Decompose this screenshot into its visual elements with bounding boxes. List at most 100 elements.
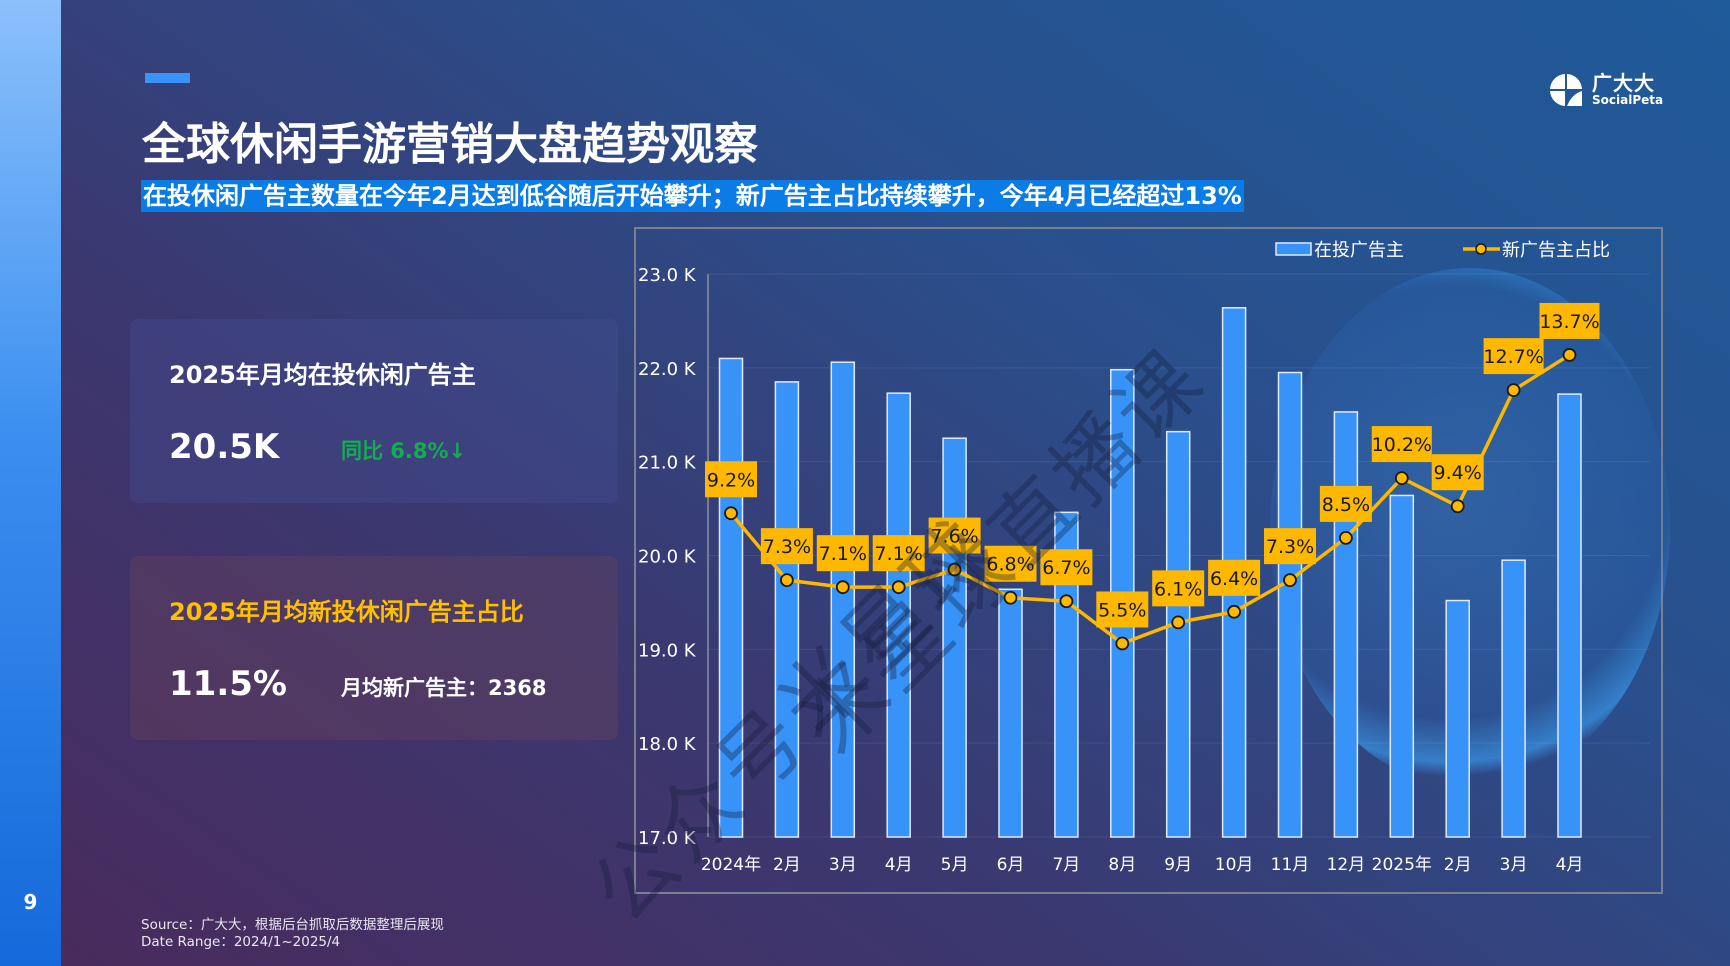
data-label-box (760, 528, 813, 565)
data-label: 7.3% (763, 536, 811, 558)
bar (886, 392, 911, 838)
card-value: 20.5K (169, 427, 280, 467)
bar (1557, 393, 1582, 838)
y-tick-label: 20.0 K (638, 547, 697, 568)
data-label: 10.2% (1372, 434, 1432, 456)
bar (830, 361, 856, 838)
x-tick-label: 2月 (1444, 855, 1472, 875)
share-marker (1562, 348, 1577, 362)
x-tick-label: 4月 (1556, 855, 1584, 875)
stat-card-new-advertiser-share: 2025年月均新投休闲广告主占比 11.5% 月均新广告主：2368 (130, 556, 618, 740)
x-tick-label: 6月 (997, 855, 1025, 875)
card-title: 2025年月均在投休闲广告主 (169, 361, 476, 389)
share-marker (1394, 471, 1409, 485)
x-tick-label: 7月 (1052, 855, 1080, 875)
share-line (729, 353, 1571, 646)
logo-cn-text: 广大大 (1592, 71, 1655, 96)
data-label: 7.3% (1266, 536, 1314, 558)
data-label-box (928, 517, 981, 554)
share-marker (1059, 594, 1074, 609)
page-number: 9 (23, 890, 38, 914)
title-accent-bar (145, 73, 190, 83)
share-marker (1506, 383, 1521, 398)
data-label-box (1431, 454, 1484, 491)
card-title: 2025年月均新投休闲广告主占比 (169, 598, 524, 626)
card-value: 11.5% (169, 664, 287, 704)
source-note: Source：广大大，根据后台抓取后数据整理后展现 (141, 917, 444, 933)
x-tick-label: 12月 (1327, 855, 1366, 875)
data-label-box (1264, 528, 1316, 565)
data-label-box (1539, 302, 1600, 339)
data-label: 5.5% (1098, 599, 1146, 621)
y-tick-label: 19.0 K (638, 640, 697, 661)
bar (1445, 599, 1470, 838)
share-marker (724, 506, 738, 521)
data-label: 12.7% (1483, 346, 1543, 368)
data-label: 7.6% (930, 526, 978, 548)
data-label-box (1371, 426, 1432, 463)
x-tick-label: 4月 (885, 855, 913, 875)
share-marker (1171, 615, 1186, 630)
data-label: 9.2% (707, 469, 755, 491)
data-label: 6.1% (1154, 578, 1202, 600)
data-label: 8.5% (1322, 494, 1370, 516)
x-tick-label: 5月 (941, 855, 969, 875)
share-marker (1283, 573, 1297, 588)
x-tick-label: 2月 (773, 855, 801, 875)
data-label: 6.7% (1042, 557, 1090, 579)
data-label: 7.1% (819, 543, 867, 565)
bar (718, 357, 744, 838)
x-tick-label: 2024年 (701, 855, 761, 875)
x-tick-label: 10月 (1215, 855, 1254, 875)
data-label: 9.4% (1434, 462, 1482, 484)
logo-icon (1550, 74, 1582, 106)
data-label-box (1319, 485, 1372, 522)
data-label-box (816, 535, 869, 572)
y-tick-label: 22.0 K (638, 359, 697, 380)
y-tick-label: 18.0 K (638, 734, 697, 755)
legend-marker-swatch (1475, 243, 1487, 255)
logo-en-text: SocialPeta (1592, 93, 1664, 108)
share-marker (1003, 590, 1018, 605)
data-label: 6.8% (986, 554, 1034, 576)
monthly-new-advertisers: 月均新广告主：2368 (341, 676, 547, 700)
data-label: 7.1% (875, 543, 923, 565)
data-label: 6.4% (1210, 568, 1258, 590)
side-strip (0, 0, 61, 966)
data-label-box (984, 545, 1037, 582)
bar (1054, 511, 1079, 838)
share-marker (891, 580, 906, 595)
share-marker (1115, 636, 1130, 651)
date-range-note: Date Range：2024/1~2025/4 (141, 934, 341, 950)
legend-label-bars: 在投广告主 (1314, 240, 1404, 261)
bar (1333, 411, 1359, 838)
bar (1277, 371, 1303, 838)
data-label-box (1152, 570, 1205, 607)
data-label: 13.7% (1539, 311, 1599, 333)
x-tick-label: 2025年 (1372, 855, 1432, 875)
y-tick-label: 17.0 K (638, 828, 697, 849)
page-title: 全球休闲手游营销大盘趋势观察 (142, 119, 758, 170)
share-marker (1339, 531, 1353, 545)
bar (1165, 430, 1191, 838)
page-subtitle: 在投休闲广告主数量在今年2月达到低谷随后开始攀升；新广告主占比持续攀升，今年4月… (141, 180, 1244, 212)
share-marker (947, 562, 962, 577)
bar (1389, 494, 1415, 838)
share-marker (1450, 499, 1465, 514)
legend-label-line: 新广告主占比 (1502, 240, 1610, 261)
x-tick-label: 8月 (1108, 855, 1136, 875)
x-tick-label: 11月 (1271, 855, 1310, 875)
bar (998, 588, 1023, 838)
data-label-box (1208, 559, 1261, 596)
footer: Source：广大大，根据后台抓取后数据整理后展现 Date Range：202… (141, 917, 444, 951)
share-marker (1227, 604, 1241, 619)
bar (942, 437, 967, 838)
x-tick-label: 3月 (1500, 855, 1528, 875)
share-marker (780, 573, 794, 588)
data-label-box (872, 535, 925, 572)
x-tick-label: 3月 (829, 855, 857, 875)
legend-bar-swatch (1275, 242, 1312, 256)
data-label-box (705, 461, 757, 498)
bar (1501, 559, 1526, 838)
